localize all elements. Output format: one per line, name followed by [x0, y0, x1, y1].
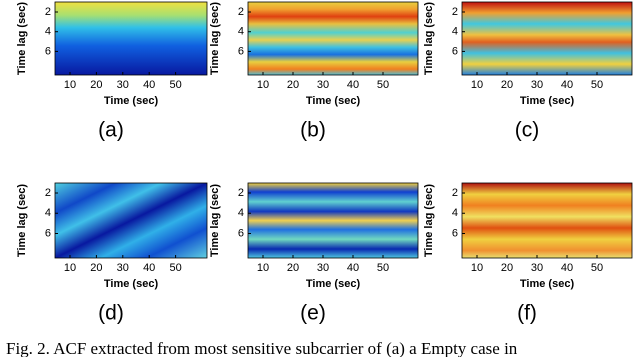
- x-axis-label: Time (sec): [306, 95, 361, 107]
- panel-label: (c): [515, 119, 540, 142]
- x-tick-label: 30: [117, 79, 129, 91]
- x-tick-label: 10: [257, 262, 269, 274]
- y-tick-label: 2: [238, 187, 244, 199]
- x-tick-label: 50: [591, 79, 603, 91]
- x-tick-label: 20: [287, 79, 299, 91]
- x-tick-label: 50: [169, 262, 181, 274]
- y-tick-label: 4: [238, 26, 244, 38]
- x-tick-label: 10: [257, 79, 269, 91]
- y-tick-label: 6: [238, 227, 244, 239]
- x-tick-label: 30: [317, 79, 329, 91]
- y-tick-label: 4: [45, 207, 51, 219]
- panel-label: (e): [300, 302, 326, 325]
- x-tick-label: 40: [143, 79, 155, 91]
- y-tick-label: 4: [452, 26, 458, 38]
- heatmap: [247, 182, 419, 259]
- y-tick-label: 4: [452, 207, 458, 219]
- x-tick-label: 20: [90, 262, 102, 274]
- y-tick-label: 2: [238, 6, 244, 18]
- x-tick-label: 30: [117, 262, 129, 274]
- x-axis-label: Time (sec): [520, 95, 575, 107]
- x-tick-label: 20: [90, 79, 102, 91]
- x-tick-label: 30: [531, 262, 543, 274]
- x-tick-label: 40: [561, 262, 573, 274]
- y-tick-label: 6: [238, 45, 244, 57]
- y-tick-label: 2: [45, 6, 51, 18]
- x-axis-label: Time (sec): [104, 278, 159, 290]
- x-axis-label: Time (sec): [520, 278, 575, 290]
- heatmap: [54, 182, 208, 259]
- y-axis-label: Time lag (sec): [209, 2, 221, 75]
- panel-label: (a): [98, 119, 124, 142]
- y-axis-label: Time lag (sec): [423, 184, 435, 257]
- heatmap: [54, 1, 208, 76]
- y-tick-label: 2: [45, 187, 51, 199]
- x-tick-label: 20: [501, 79, 513, 91]
- y-tick-label: 6: [45, 227, 51, 239]
- x-tick-label: 50: [169, 79, 181, 91]
- heatmap: [461, 1, 633, 76]
- heatmap: [247, 1, 419, 76]
- x-tick-label: 40: [347, 262, 359, 274]
- panel-label: (d): [98, 302, 124, 325]
- x-tick-label: 50: [377, 79, 389, 91]
- x-tick-label: 40: [143, 262, 155, 274]
- x-tick-label: 50: [377, 262, 389, 274]
- x-tick-label: 40: [347, 79, 359, 91]
- x-axis-label: Time (sec): [306, 278, 361, 290]
- x-tick-label: 10: [471, 79, 483, 91]
- y-axis-label: Time lag (sec): [16, 2, 28, 75]
- y-tick-label: 2: [452, 187, 458, 199]
- x-tick-label: 50: [591, 262, 603, 274]
- x-tick-label: 30: [531, 79, 543, 91]
- caption: Fig. 2. ACF extracted from most sensitiv…: [6, 339, 518, 357]
- x-tick-label: 20: [501, 262, 513, 274]
- x-tick-label: 10: [64, 262, 76, 274]
- x-tick-label: 20: [287, 262, 299, 274]
- panel-label: (b): [300, 119, 326, 142]
- y-tick-label: 6: [452, 227, 458, 239]
- y-axis-label: Time lag (sec): [209, 184, 221, 257]
- y-tick-label: 6: [45, 45, 51, 57]
- panel-label: (f): [517, 302, 537, 325]
- y-tick-label: 2: [452, 6, 458, 18]
- x-axis-label: Time (sec): [104, 95, 159, 107]
- y-axis-label: Time lag (sec): [16, 184, 28, 257]
- x-tick-label: 10: [64, 79, 76, 91]
- y-tick-label: 6: [452, 45, 458, 57]
- y-tick-label: 4: [238, 207, 244, 219]
- y-tick-label: 4: [45, 26, 51, 38]
- x-tick-label: 40: [561, 79, 573, 91]
- heatmap: [461, 182, 633, 259]
- x-tick-label: 10: [471, 262, 483, 274]
- y-axis-label: Time lag (sec): [423, 2, 435, 75]
- x-tick-label: 30: [317, 262, 329, 274]
